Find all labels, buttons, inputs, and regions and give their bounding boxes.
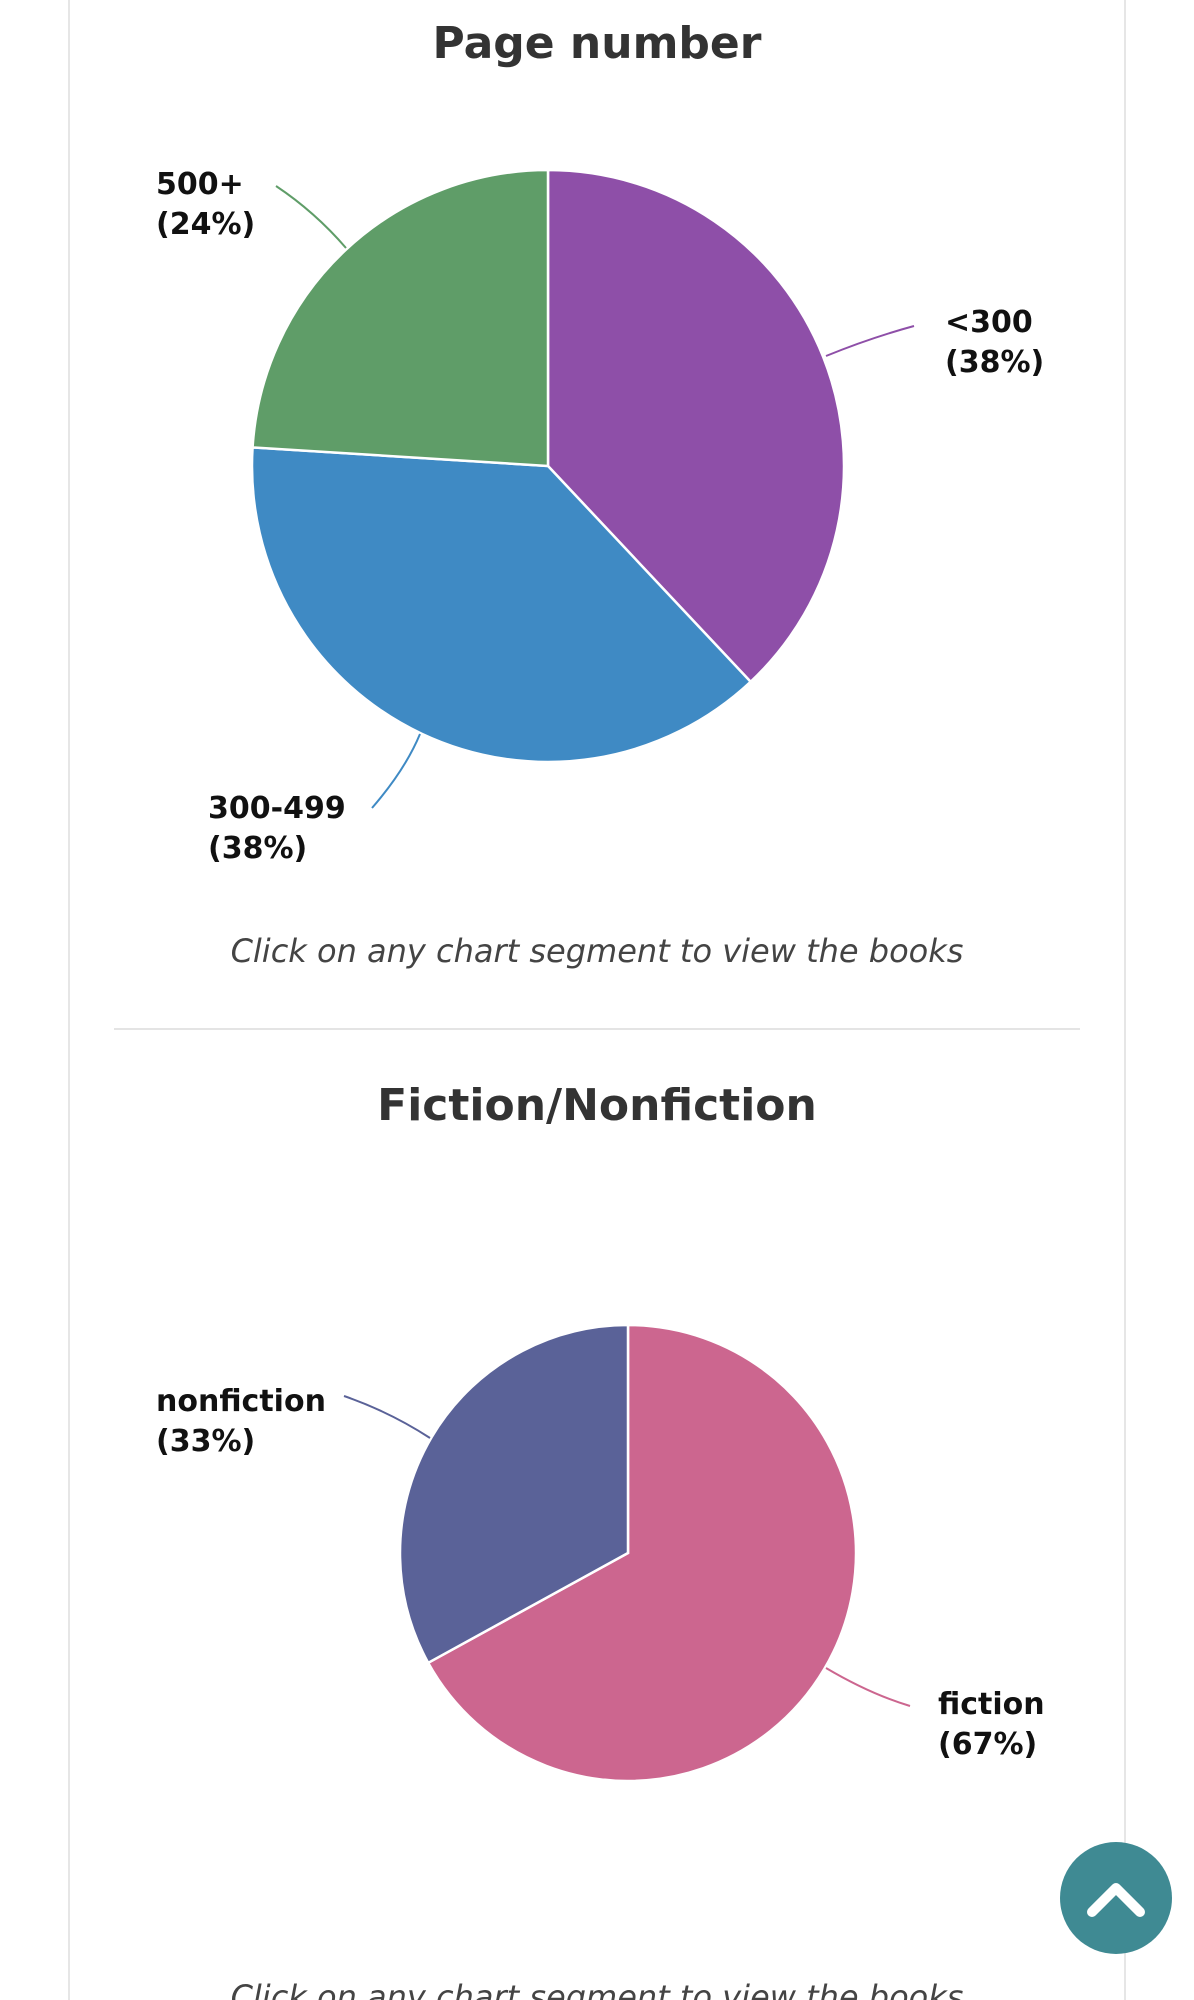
pie-slice-fiction[interactable] xyxy=(426,1323,858,1783)
section-divider xyxy=(114,1028,1080,1030)
slice-label: <300 xyxy=(945,305,1033,340)
pie-slice-300-499[interactable] xyxy=(250,446,753,764)
slice-label: 300-499 xyxy=(208,791,346,826)
chevron-up-icon xyxy=(1087,1883,1145,1917)
label-leader-line xyxy=(275,185,347,249)
slice-percent-label: (33%) xyxy=(156,1424,255,1459)
fiction-nonfiction-pie-chart[interactable]: fiction (67%) nonfiction (33%) xyxy=(0,1000,1194,2000)
slice-percent-label: (38%) xyxy=(208,831,307,866)
pie-slice-nonfiction[interactable] xyxy=(398,1323,630,1665)
slice-label: nonfiction xyxy=(156,1384,326,1419)
page-number-chart-title: Page number xyxy=(432,18,762,69)
label-leader-line xyxy=(825,325,915,357)
pie-slice-500[interactable] xyxy=(251,168,550,468)
slice-percent-label: (67%) xyxy=(938,1727,1037,1762)
slice-percent-label: (38%) xyxy=(945,345,1044,380)
scroll-to-top-button[interactable] xyxy=(1060,1842,1172,1954)
fiction-nonfiction-chart-hint: Click on any chart segment to view the b… xyxy=(230,1978,964,2000)
pie-slice-300[interactable] xyxy=(546,168,846,684)
fiction-nonfiction-chart-title: Fiction/Nonfiction xyxy=(377,1080,817,1131)
page-number-pie-chart[interactable]: <300 (38%) 300-499 (38%) 500+ (24%) xyxy=(0,0,1194,1000)
page-number-chart-hint: Click on any chart segment to view the b… xyxy=(230,932,964,970)
slice-label: fiction xyxy=(938,1687,1045,1722)
slice-percent-label: (24%) xyxy=(156,207,255,242)
slice-label: 500+ xyxy=(156,167,244,202)
label-leader-line xyxy=(825,1667,911,1707)
label-leader-line xyxy=(371,733,421,809)
label-leader-line xyxy=(343,1395,431,1439)
